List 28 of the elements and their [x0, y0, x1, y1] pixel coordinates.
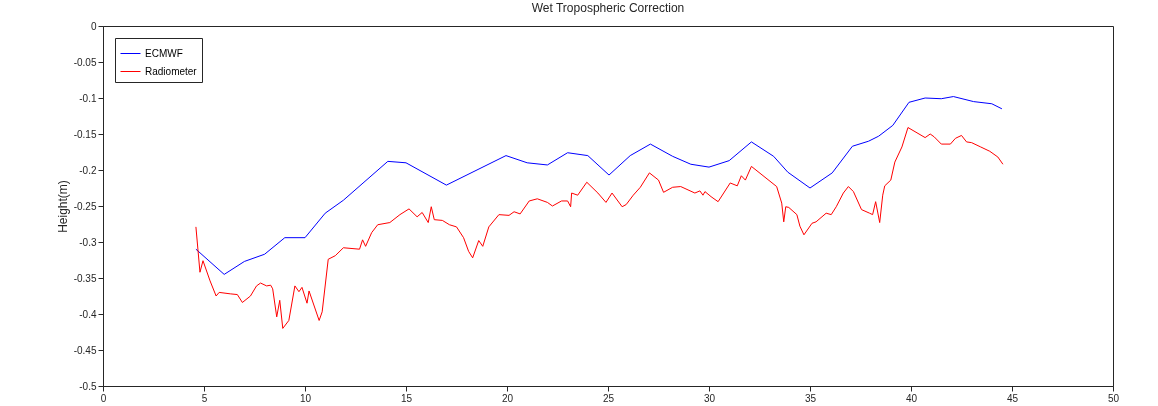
y-tick-label: -0.3 [79, 236, 97, 248]
x-tick-label: 25 [602, 392, 615, 404]
legend-label: ECMWF [145, 47, 183, 59]
line-series [195, 127, 1004, 329]
y-axis-title: Height(m) [55, 180, 70, 233]
y-tick-label: -0.35 [73, 272, 97, 284]
x-tick-label: 45 [1006, 392, 1019, 404]
x-tick-label: 10 [299, 392, 312, 404]
x-tick-label: 0 [100, 392, 107, 404]
y-tick-label: -0.4 [79, 308, 97, 320]
y-tick-label: -0.2 [79, 164, 97, 176]
y-tick-label: -0.25 [73, 200, 97, 212]
y-tick-label: -0.05 [73, 56, 97, 68]
x-tick-label: 30 [703, 392, 716, 404]
x-tick-label: 40 [905, 392, 918, 404]
x-tick-label: 20 [501, 392, 514, 404]
y-tick-label: -0.5 [79, 380, 97, 392]
line-series [195, 96, 1003, 275]
x-tick-label: 35 [804, 392, 817, 404]
legend-label: Radiometer [145, 65, 198, 77]
x-tick-label: 15 [400, 392, 413, 404]
x-tick-label: 50 [1107, 392, 1120, 404]
y-tick-label: -0.45 [73, 344, 97, 356]
y-tick-label: 0 [90, 20, 97, 32]
chart-title: Wet Tropospheric Correction [531, 1, 685, 15]
y-tick-label: -0.1 [79, 92, 97, 104]
x-tick-label: 5 [201, 392, 208, 404]
y-tick-label: -0.15 [73, 128, 97, 140]
